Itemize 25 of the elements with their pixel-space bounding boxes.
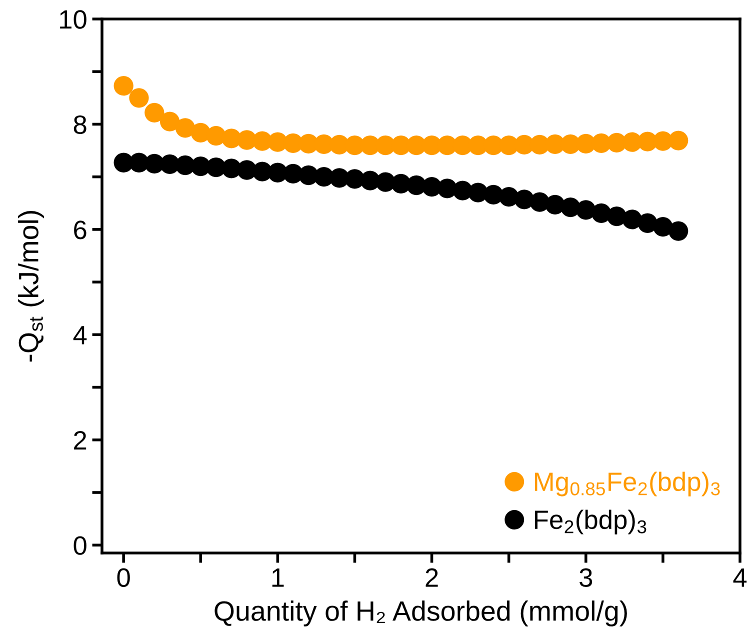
y-tick-label: 0 — [74, 536, 86, 555]
point — [129, 88, 149, 108]
y-tick-label: 4 — [73, 326, 87, 344]
legend-label: Mg$_{0.85}$Fe$_{2}$(bdp)$_{3}$ — [535, 472, 720, 496]
point — [144, 102, 164, 122]
y-axis-title: -Q$_{st}$ (kJ/mol) — [18, 211, 44, 362]
point — [606, 206, 627, 226]
y-tick-label: 2 — [74, 431, 86, 450]
x-tick-label: 1 — [272, 568, 284, 587]
point — [160, 112, 180, 132]
x-tick-label: 2 — [426, 568, 438, 587]
legend-label: Fe$_{2}$(bdp)$_{3}$ — [535, 510, 646, 534]
x-axis-title: Quantity of H₂ Adsorbed (mmol/g) — [214, 600, 627, 626]
point — [668, 221, 688, 241]
y-tick-label: 8 — [74, 115, 86, 134]
point — [114, 76, 134, 96]
x-tick-label: 0 — [117, 568, 130, 587]
point — [622, 210, 642, 230]
point — [175, 118, 196, 138]
x-tick-label: 3 — [580, 568, 592, 587]
y-tick-label: 6 — [74, 220, 86, 240]
point — [668, 130, 688, 150]
x-tick-label: 4 — [733, 568, 747, 587]
point — [591, 203, 612, 223]
y-tick-label: 10 — [60, 10, 86, 29]
